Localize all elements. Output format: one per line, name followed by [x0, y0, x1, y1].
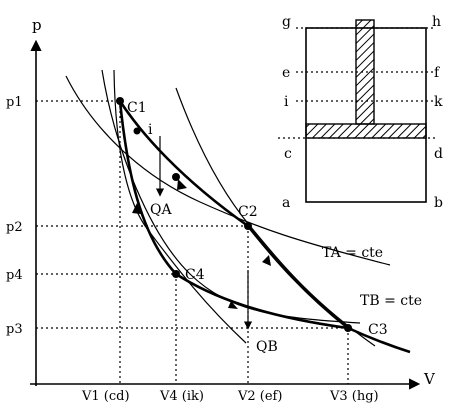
- cylinder-inset: [278, 19, 436, 203]
- tick-p4: p4: [6, 268, 23, 283]
- piston-head: [305, 123, 427, 139]
- cyl-a: a: [282, 195, 290, 211]
- isotherm-tb-label: TB = cte: [360, 293, 422, 309]
- y-axis-label: p: [32, 16, 42, 34]
- cyl-h: h: [432, 14, 441, 30]
- cyl-i: i: [284, 94, 289, 110]
- cyl-e: e: [282, 65, 290, 81]
- path-c4-c1: [118, 100, 177, 275]
- cyl-d: d: [434, 146, 443, 162]
- isotherm-ta-label: TA = cte: [322, 245, 383, 261]
- tick-p2: p2: [6, 220, 23, 235]
- label-c2: C2: [238, 204, 258, 220]
- label-qa: QA: [150, 202, 172, 218]
- piston-rod: [355, 19, 375, 125]
- label-c4: C4: [185, 267, 205, 283]
- cyl-c: c: [284, 146, 292, 162]
- tick-v1: V1 (cd): [81, 389, 130, 404]
- label-c3: C3: [368, 322, 388, 338]
- tick-p3: p3: [6, 322, 23, 337]
- tick-v2: V2 (ef): [237, 389, 282, 404]
- tick-v4: V4 (ik): [159, 389, 204, 404]
- tick-p1: p1: [6, 95, 23, 110]
- path-c3-beyond: [347, 326, 411, 354]
- label-i: i: [148, 122, 153, 138]
- path-c2-c3: [246, 225, 349, 330]
- path-c3-c4-curve: [175, 272, 349, 330]
- path-c1-c2: [118, 100, 249, 228]
- cyl-f: f: [434, 65, 441, 81]
- label-qb: QB: [256, 339, 278, 355]
- isotherm-ta: [65, 75, 391, 266]
- label-c1: C1: [127, 100, 147, 116]
- guide-lines: [36, 100, 349, 384]
- cyl-k: k: [434, 94, 443, 110]
- tick-v3: V3 (hg): [329, 389, 379, 404]
- x-axis-label: V: [423, 370, 436, 388]
- flow-arrows: [132, 179, 271, 309]
- cyl-g: g: [282, 14, 291, 30]
- cyl-b: b: [434, 195, 443, 211]
- state-points: [116, 97, 352, 332]
